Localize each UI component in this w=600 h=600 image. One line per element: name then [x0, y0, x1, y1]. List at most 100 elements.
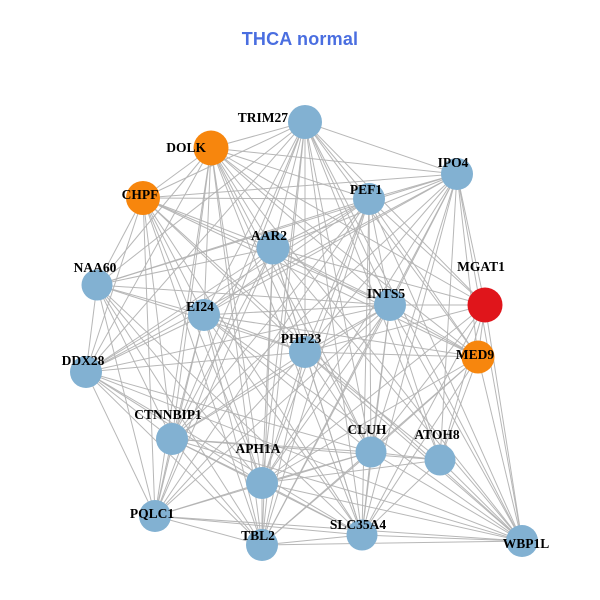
graph-edge	[142, 197, 274, 249]
graph-node-pqlc1[interactable]	[139, 500, 171, 532]
graph-edge	[368, 198, 479, 358]
graph-node-cluh[interactable]	[355, 436, 387, 468]
graph-node-pef1[interactable]	[353, 183, 385, 215]
graph-edge	[304, 173, 458, 353]
graph-edge	[477, 356, 523, 542]
graph-node-label-ddx28: DDX28	[62, 353, 105, 368]
graph-node-label-naa60: NAA60	[74, 260, 117, 275]
graph-edge	[171, 147, 212, 440]
graph-edge	[210, 147, 363, 536]
graph-node-aph1a[interactable]	[246, 467, 278, 499]
graph-edge	[361, 459, 441, 536]
page-title: THCA normal	[241, 29, 359, 49]
graph-edge	[142, 197, 263, 484]
graph-edge	[272, 247, 486, 306]
graph-node-phf23[interactable]	[289, 336, 321, 368]
graph-edge	[304, 351, 372, 453]
graph-edge	[261, 356, 479, 484]
graph-edge	[210, 147, 486, 306]
graph-edge	[439, 304, 486, 461]
graph-edge	[272, 247, 372, 453]
graph-edge	[272, 198, 370, 249]
graph-edge	[171, 438, 263, 546]
graph-edge	[142, 197, 205, 316]
graph-edge	[96, 198, 370, 286]
graph-edge	[96, 284, 363, 536]
graph-node-ints5[interactable]	[374, 289, 406, 321]
graph-edge	[171, 438, 523, 542]
graph-node-wbp1l[interactable]	[506, 525, 538, 557]
graph-edge	[272, 121, 306, 249]
graph-node-label-pqlc1: PQLC1	[130, 506, 175, 521]
graph-edge	[261, 304, 486, 484]
graph-edge	[85, 197, 144, 373]
graph-edge	[389, 304, 523, 542]
graph-node-trim27[interactable]	[288, 105, 322, 139]
graph-node-label-cluh: CLUH	[347, 422, 387, 437]
labels-layer: TRIM27 DOLK IPO4 CHPF PEF1 AAR2 NAA60 MGAT1 INTS…	[62, 110, 550, 551]
graph-edge	[171, 351, 306, 440]
graph-edge	[484, 304, 523, 542]
graph-edge	[210, 147, 479, 358]
graph-edge	[304, 351, 479, 358]
graph-node-med9[interactable]	[461, 340, 495, 374]
graph-edge	[96, 284, 391, 306]
graph-node-label-wbp1l: WBP1L	[503, 536, 550, 551]
graph-node-label-slc35a4: SLC35A4	[330, 517, 387, 532]
graph-edge	[261, 482, 363, 536]
graph-edge	[304, 198, 370, 353]
graph-edge	[361, 173, 458, 536]
graph-edge	[142, 197, 156, 517]
graph-edge	[368, 198, 486, 306]
graph-node-ddx28[interactable]	[70, 356, 102, 388]
graph-edge	[304, 121, 372, 453]
graph-edge	[203, 304, 391, 316]
graph-edge	[304, 121, 458, 175]
nodes-layer	[70, 105, 538, 561]
graph-edge	[370, 451, 523, 542]
graph-edge	[154, 482, 263, 517]
graph-edge	[154, 314, 205, 517]
graph-edge	[142, 173, 458, 199]
graph-edge	[154, 198, 370, 517]
graph-edge	[96, 284, 173, 440]
graph-edge	[210, 147, 523, 542]
graph-node-label-aar2: AAR2	[251, 228, 287, 243]
graph-node-mgat1[interactable]	[467, 287, 503, 323]
graph-edge	[361, 304, 391, 536]
graph-node-tbl2[interactable]	[246, 529, 278, 561]
graph-node-slc35a4[interactable]	[346, 519, 378, 551]
graph-node-dolk[interactable]	[193, 130, 229, 166]
graph-edge	[154, 515, 523, 542]
graph-edge	[142, 197, 173, 440]
graph-node-label-ints5: INTS5	[367, 286, 406, 301]
graph-edge	[96, 247, 274, 286]
graph-edge	[142, 197, 263, 546]
graph-edge	[154, 147, 212, 517]
graph-edge	[261, 459, 441, 484]
graph-edge	[456, 173, 486, 306]
graph-edge	[154, 351, 306, 517]
graph-node-label-dolk: DOLK	[166, 140, 206, 155]
graph-node-aar2[interactable]	[256, 231, 290, 265]
graph-node-naa60[interactable]	[81, 269, 113, 301]
graph-node-ei24[interactable]	[188, 299, 220, 331]
graph-node-ctnnbip1[interactable]	[156, 423, 188, 455]
graph-edge	[171, 247, 274, 440]
graph-edge	[85, 147, 212, 373]
graph-node-label-atoh8: ATOH8	[414, 427, 460, 442]
graph-node-ipo4[interactable]	[441, 158, 473, 190]
graph-node-chpf[interactable]	[126, 181, 160, 215]
graph-edge	[210, 147, 458, 175]
graph-edge	[304, 121, 391, 306]
graph-edge	[210, 147, 391, 306]
graph-edge	[142, 197, 523, 542]
graph-edge	[85, 304, 391, 373]
graph-edge	[370, 304, 486, 453]
graph-edge	[389, 304, 479, 358]
graph-edge	[261, 304, 391, 546]
graph-node-atoh8[interactable]	[424, 444, 456, 476]
graph-edge	[389, 304, 441, 461]
